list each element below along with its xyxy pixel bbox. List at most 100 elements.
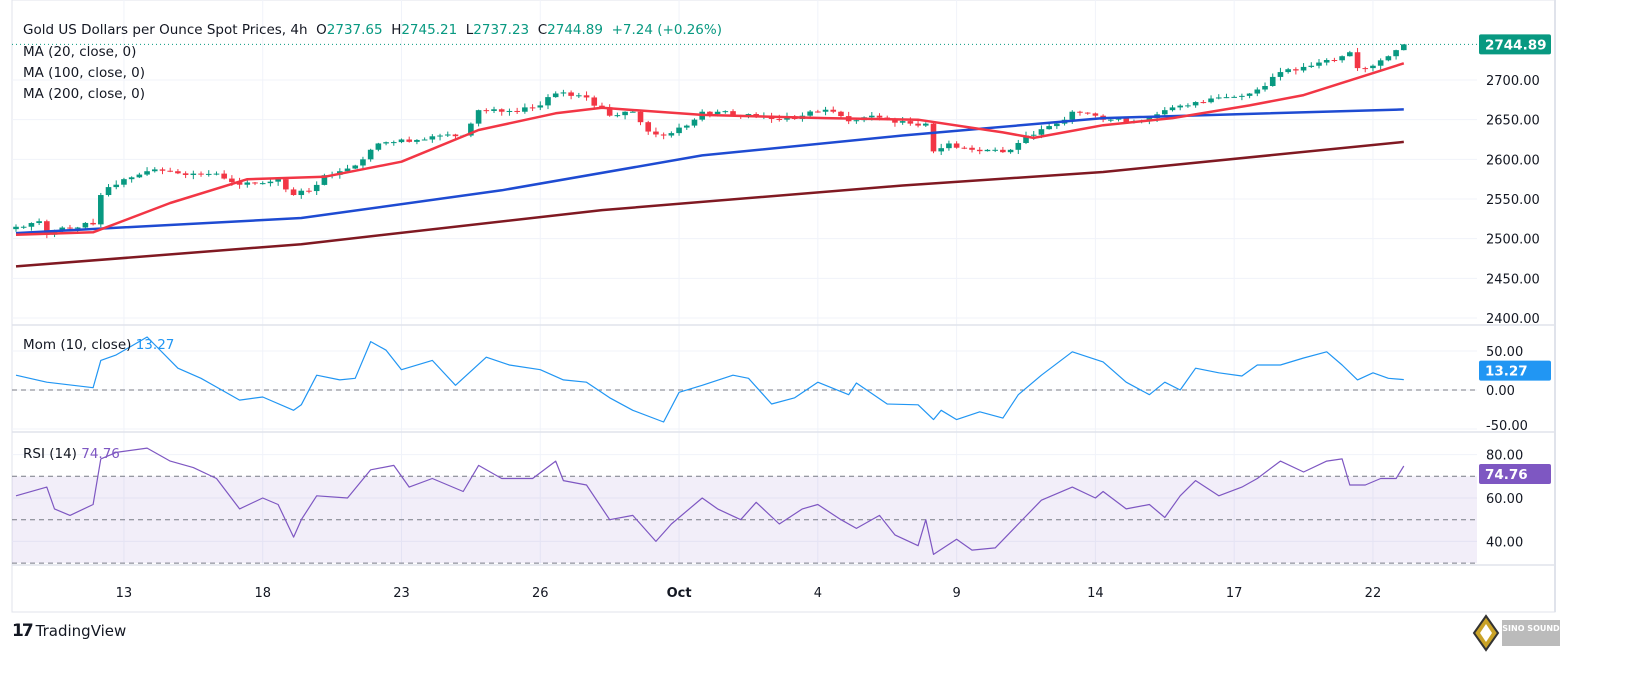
candle (537, 101, 544, 111)
candle-body (1262, 86, 1268, 90)
candle (1000, 146, 1006, 153)
tradingview-wordmark: TradingView (35, 622, 127, 640)
candle (1393, 49, 1399, 60)
candle (121, 177, 127, 188)
candle (1300, 63, 1307, 73)
candle (1023, 131, 1029, 145)
legend-ma200[interactable]: MA (200, close, 0) (23, 86, 146, 102)
legend-rsi[interactable]: RSI (14) 74.76 (23, 446, 120, 462)
candle-body (1208, 98, 1214, 103)
candle-body (622, 111, 628, 116)
candle (545, 94, 551, 110)
candle (159, 167, 166, 175)
candle (1316, 58, 1322, 69)
candle-body (1200, 102, 1207, 104)
candle (722, 110, 729, 114)
mom-tick-label: 0.00 (1486, 384, 1515, 399)
candle-body (1023, 135, 1029, 143)
price-tick-label: 2400.00 (1486, 312, 1540, 327)
candle (1015, 139, 1022, 155)
candle (175, 169, 181, 175)
candle (529, 104, 536, 112)
candle-body (892, 119, 898, 123)
candle-body (529, 107, 536, 109)
candle-body (1192, 102, 1199, 106)
tradingview-logo[interactable]: 17 TradingView (12, 621, 126, 641)
candle (498, 108, 505, 116)
candle-body (506, 110, 513, 112)
candle-body (645, 122, 652, 132)
candle-body (28, 223, 35, 227)
candle-body (1401, 44, 1407, 51)
rsi-legend-value: 74.76 (81, 446, 120, 462)
candle-body (221, 173, 227, 179)
candle-body (676, 127, 682, 134)
legend-ma20[interactable]: MA (20, close, 0) (23, 44, 137, 60)
legend-ma100[interactable]: MA (100, close, 0) (23, 65, 146, 81)
candle-body (707, 111, 713, 114)
candle-body (1038, 129, 1045, 135)
ma200-line (15, 140, 1404, 268)
candle (313, 181, 320, 196)
candle-body (583, 95, 590, 98)
candle (622, 111, 628, 120)
candle (953, 141, 960, 149)
candle-body (229, 178, 235, 183)
candle-body (946, 143, 952, 149)
candle (1354, 47, 1361, 71)
candle-body (876, 115, 883, 118)
candle (552, 91, 559, 98)
mom-line (15, 336, 1404, 423)
price-tick-label: 2650.00 (1486, 114, 1540, 129)
candle (976, 147, 983, 155)
candle-body (1185, 105, 1191, 107)
last-price-badge-bg (1479, 34, 1551, 55)
ma20-line (15, 62, 1405, 236)
candle (414, 139, 420, 145)
candle-body (1377, 60, 1384, 66)
close-label: C (537, 22, 548, 38)
candle-body (930, 123, 937, 152)
candle-body (205, 173, 212, 175)
candle (1269, 73, 1276, 87)
candle (653, 127, 659, 138)
candle-body (468, 123, 474, 136)
candle-body (869, 115, 875, 118)
candle (1246, 93, 1253, 99)
candle-body (90, 222, 96, 225)
candle (946, 140, 952, 151)
candle (1362, 66, 1369, 73)
legend-mom[interactable]: Mom (10, close) 13.27 (23, 337, 174, 353)
candle (367, 148, 374, 162)
x-tick-label: 4 (814, 586, 822, 601)
candle (421, 137, 428, 141)
x-tick-label: 22 (1365, 586, 1382, 601)
candle-body (475, 110, 482, 124)
x-tick-label: 17 (1226, 586, 1243, 601)
rsi-line (15, 447, 1405, 556)
candle (213, 171, 220, 176)
candle-body (722, 111, 729, 113)
candle-body (1123, 118, 1130, 123)
candle (514, 107, 520, 114)
candle-body (984, 149, 991, 152)
candle-body (691, 119, 698, 126)
candle-body (74, 227, 81, 229)
candle-body (437, 135, 443, 137)
candle-body (121, 179, 127, 185)
candle (676, 123, 682, 136)
rsi-value-badge: 74.76 (1479, 463, 1551, 484)
candle-body (267, 181, 274, 184)
ma100-line (15, 108, 1404, 235)
candle (1331, 57, 1338, 63)
candle-body (498, 109, 505, 112)
x-tick-label: 18 (254, 586, 271, 601)
candle-body (560, 92, 567, 94)
mom-tick-label: 50.00 (1486, 345, 1523, 360)
candle-body (1000, 149, 1006, 153)
candle-body (344, 168, 351, 172)
candle-body (730, 111, 736, 116)
candle-body (653, 131, 659, 135)
candle (468, 122, 474, 138)
